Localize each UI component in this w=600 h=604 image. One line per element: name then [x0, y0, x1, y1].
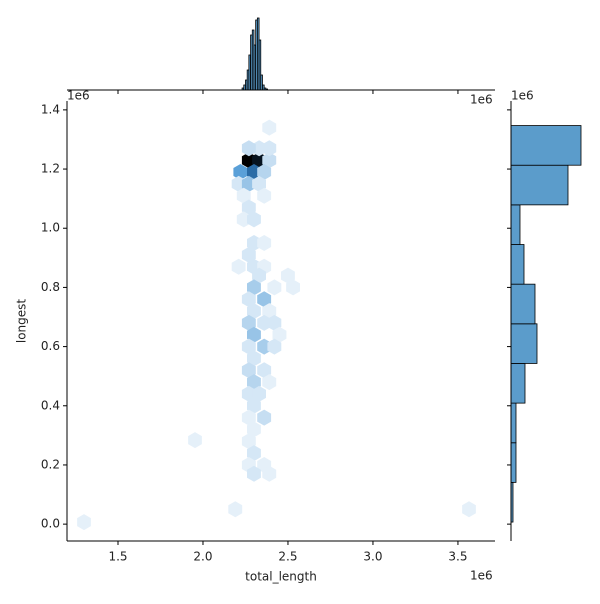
- y-tick-label: 0.6: [41, 339, 60, 353]
- hexbin-cell: [252, 385, 266, 402]
- marginal-y-bar: [510, 164, 569, 206]
- hexbin-cell: [257, 164, 272, 180]
- marginal-y-bar: [510, 244, 525, 285]
- hexbin-cell: [188, 432, 202, 449]
- marginal-y-bar: [510, 323, 538, 364]
- hexbin-cell: [241, 140, 256, 157]
- y-tick-label: 0.8: [41, 280, 60, 294]
- hexbin-cell: [231, 258, 246, 275]
- x-tick-label: 2.0: [193, 550, 212, 564]
- y-tick-label: 0.0: [41, 517, 60, 531]
- hexbin-cell: [247, 350, 261, 367]
- hexbin-cell: [241, 338, 256, 355]
- hexbin-cell: [77, 514, 91, 531]
- hexbin-cell: [236, 187, 251, 204]
- y-offset-text: 1e6: [67, 89, 90, 103]
- hexbin-cell: [241, 433, 256, 450]
- x-offset-text: 1e6: [470, 569, 493, 583]
- hexbin-cell: [257, 187, 272, 204]
- hexbin-cell: [247, 303, 261, 320]
- y-tick-label: 0.2: [41, 457, 60, 471]
- hexbin-cell: [267, 338, 282, 355]
- hexbin-cell: [257, 291, 272, 308]
- hexbin-cell: [257, 409, 272, 426]
- y-tick-label: 0.4: [41, 398, 60, 412]
- x-tick-label: 2.5: [278, 550, 297, 564]
- marginal-y-bar: [510, 125, 582, 166]
- x-tick-label: 1.5: [108, 550, 127, 564]
- hexbin-cell: [241, 291, 256, 308]
- hexbin-cell: [252, 175, 266, 192]
- hexbin-cell: [241, 199, 256, 216]
- marginal-y-bar: [510, 442, 517, 483]
- hexbin-cell: [262, 303, 277, 320]
- marginal-y-bar: [510, 204, 521, 245]
- hexbin-cell: [262, 119, 277, 136]
- y-axis-label: longest: [15, 299, 29, 344]
- hexbin-cell: [233, 164, 248, 180]
- hexbin-cell: [241, 362, 256, 379]
- hexbin-cell: [267, 279, 282, 296]
- hexbin-cell: [257, 235, 272, 251]
- hexbin-cell: [252, 267, 266, 284]
- hexbin-cell: [262, 465, 277, 482]
- marginal-x-offset-text: 1e6: [470, 93, 493, 107]
- hexbin-cell: [257, 362, 272, 379]
- hexbin-cell: [247, 279, 261, 296]
- y-tick-label: 1.2: [41, 162, 60, 176]
- hexbin-cell: [281, 267, 295, 284]
- hexbin-cell: [241, 246, 256, 263]
- marginal-y-bar: [510, 402, 517, 444]
- hexbin-cell: [247, 421, 261, 438]
- hexbin-cell: [247, 465, 261, 482]
- marginal-y-bar: [510, 363, 526, 404]
- hexbin-cell: [241, 314, 256, 331]
- hexbin-cell: [228, 501, 243, 518]
- hexbin-cell: [272, 326, 287, 343]
- x-tick-label: 3.5: [448, 550, 467, 564]
- y-tick-label: 1.4: [41, 102, 60, 116]
- hexbin-cell: [262, 152, 277, 169]
- hexbin-cell: [462, 501, 476, 518]
- hexbin-cell: [247, 326, 261, 343]
- hexbin-cell: [241, 409, 256, 426]
- marginal-y-bar: [510, 283, 536, 325]
- x-axis-label: total_length: [245, 570, 317, 584]
- hexbin-cell: [286, 279, 300, 296]
- hexbin-cell: [247, 374, 261, 391]
- hexbin-cell: [267, 314, 282, 331]
- y-tick-label: 1.0: [41, 221, 60, 235]
- marginal-y-offset-text: 1e6: [511, 89, 534, 103]
- hexbin-cell: [247, 445, 261, 462]
- hexbin-cell: [247, 397, 261, 414]
- hexbin-cell: [247, 211, 261, 228]
- hexbin-cell: [262, 140, 277, 157]
- x-tick-label: 3.0: [363, 550, 382, 564]
- hexbin-cell: [262, 374, 277, 391]
